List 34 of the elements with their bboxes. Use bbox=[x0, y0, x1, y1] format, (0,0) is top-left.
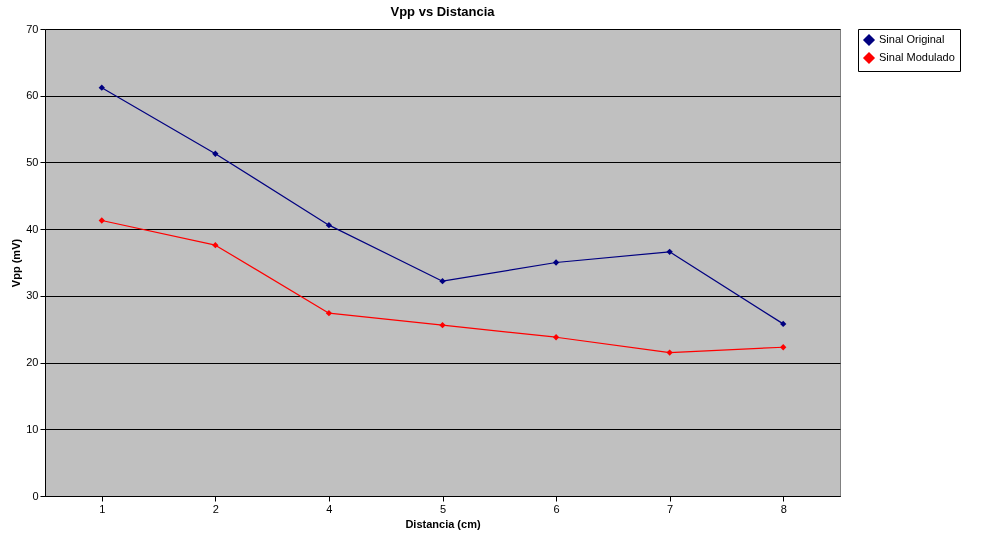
y-tick-label: 20 bbox=[26, 356, 39, 369]
legend-label: Sinal Original bbox=[879, 33, 945, 45]
point bbox=[325, 310, 333, 317]
y-tick-label: 10 bbox=[26, 422, 39, 435]
x-tick-label: 1 bbox=[99, 502, 106, 515]
point bbox=[98, 217, 105, 224]
y-axis-title: Vpp (mV) bbox=[10, 238, 23, 288]
x-tick-label: 7 bbox=[667, 502, 674, 515]
y-tick-label: 30 bbox=[26, 289, 39, 302]
point bbox=[666, 248, 673, 255]
chart-title: Vpp vs Distancia bbox=[390, 4, 496, 19]
point bbox=[439, 322, 446, 329]
x-tick-label: 8 bbox=[780, 502, 787, 515]
point bbox=[98, 84, 105, 91]
point bbox=[325, 221, 333, 229]
y-tick-label: 70 bbox=[26, 22, 39, 35]
point bbox=[552, 334, 560, 341]
x-axis-title: Distancia (cm) bbox=[405, 517, 481, 530]
point bbox=[212, 150, 219, 157]
y-tick-label: 60 bbox=[26, 89, 39, 102]
x-tick-label: 2 bbox=[212, 502, 219, 515]
point bbox=[439, 278, 446, 285]
legend-label: Sinal Modulado bbox=[879, 51, 955, 63]
point bbox=[552, 259, 560, 266]
point bbox=[666, 349, 673, 356]
y-tick-label: 0 bbox=[32, 489, 39, 502]
x-tick-label: 4 bbox=[326, 502, 333, 515]
point bbox=[212, 241, 219, 249]
point bbox=[780, 320, 787, 328]
x-tick-label: 5 bbox=[439, 502, 447, 515]
y-tick-label: 40 bbox=[26, 222, 39, 235]
x-tick-label: 6 bbox=[553, 502, 560, 515]
point bbox=[780, 344, 787, 351]
y-tick-label: 50 bbox=[26, 155, 39, 168]
